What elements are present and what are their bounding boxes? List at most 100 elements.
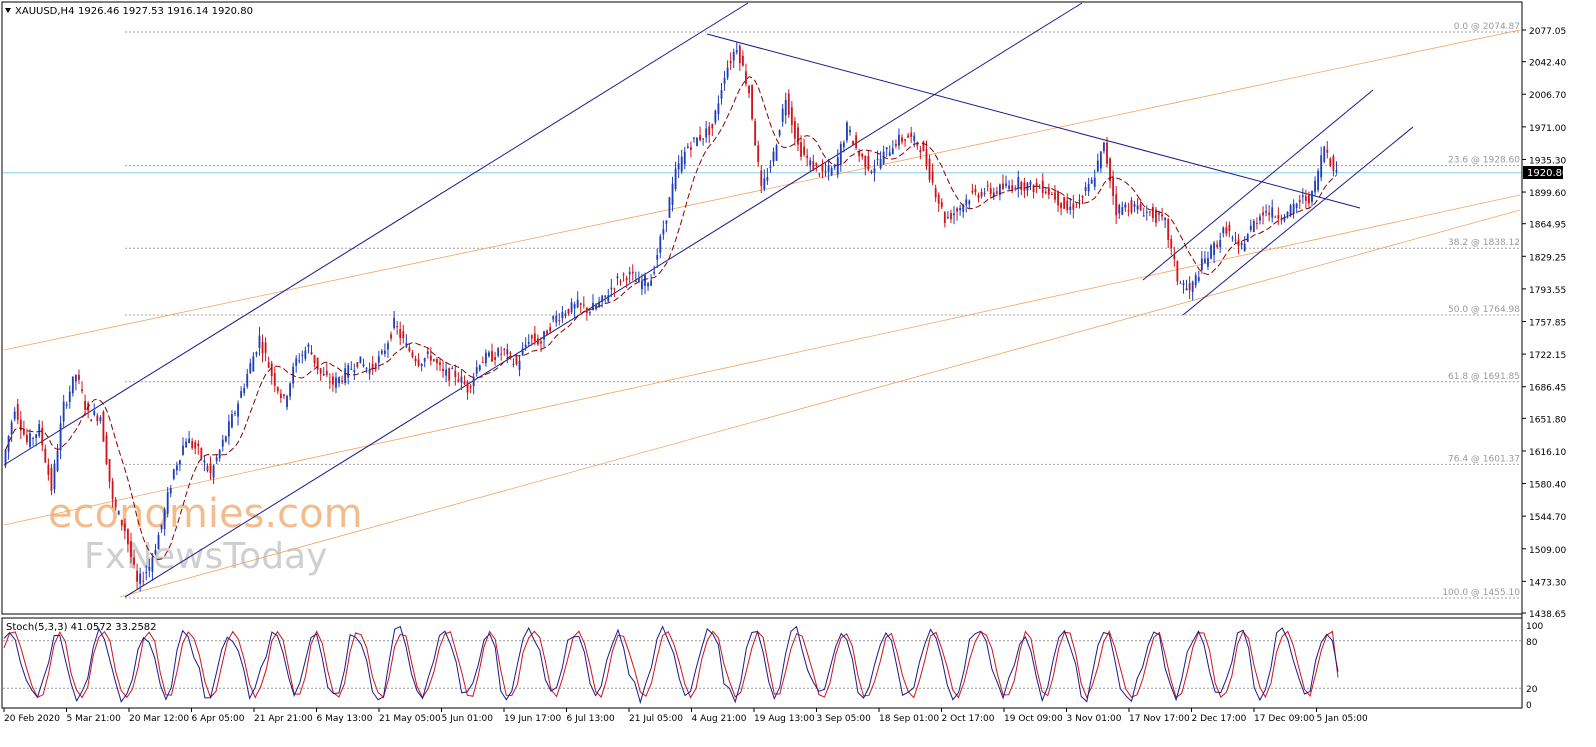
candle-body: [494, 357, 496, 360]
candle-body: [7, 435, 10, 452]
candle-body: [78, 374, 80, 380]
candle-body: [530, 335, 533, 339]
candle-body: [108, 459, 111, 482]
candle-body: [1072, 203, 1075, 210]
candle-body: [601, 295, 604, 302]
candle-body: [1115, 194, 1118, 216]
candle-body: [1023, 182, 1026, 191]
candle-body: [849, 129, 851, 133]
candle-body: [748, 85, 750, 94]
candle-body: [475, 367, 478, 374]
candle-body: [255, 352, 258, 355]
candle-body: [821, 164, 824, 172]
candle-body: [286, 396, 288, 408]
candle-body: [1020, 182, 1023, 190]
candle-body: [589, 312, 591, 314]
candle-body: [96, 415, 99, 422]
candle-body: [500, 353, 503, 355]
candle-body: [647, 283, 649, 287]
candle-body: [344, 368, 347, 383]
candle-body: [1271, 207, 1274, 218]
candle-body: [179, 460, 181, 465]
candle-body: [919, 149, 922, 153]
candle-body: [466, 381, 469, 393]
candle-body: [1014, 188, 1017, 190]
candle-body: [546, 330, 549, 336]
candle-body: [598, 301, 601, 307]
price-axis: 2077.05 2042.40 2006.70 1971.00 1935.30 1899.…: [1522, 27, 1566, 620]
candle-body: [310, 352, 313, 355]
stoch-tick-label: 20: [1526, 685, 1538, 695]
candle-body: [1038, 187, 1041, 189]
candle-body: [766, 176, 769, 181]
candle-body: [1320, 155, 1323, 178]
candle-body: [1133, 204, 1136, 207]
candle-body: [151, 557, 154, 572]
candle-body: [533, 333, 536, 342]
candle-body: [552, 316, 555, 320]
candle-body: [1081, 196, 1084, 198]
candle-body: [668, 197, 671, 218]
candle-body: [111, 481, 114, 500]
candle-body: [998, 184, 1001, 196]
channel-line: [124, 2, 1083, 598]
candle-body: [1148, 211, 1151, 213]
time-tick-label: 5 Jun 01:00: [442, 714, 494, 724]
candle-body: [442, 368, 444, 372]
stoch-main-line: [3, 625, 1339, 705]
candle-body: [19, 419, 22, 431]
candle-body: [1207, 257, 1209, 267]
candle-body: [182, 445, 184, 455]
candle-body: [62, 401, 65, 422]
candle-body: [246, 374, 249, 387]
candle-body: [234, 412, 236, 414]
candle-body: [227, 421, 230, 437]
fan-lines: [3, 29, 1521, 598]
candle-body: [420, 363, 423, 367]
candle-body: [867, 156, 870, 170]
candle-body: [356, 362, 359, 367]
time-tick-label: 21 Apr 21:00: [254, 714, 313, 724]
candle-body: [316, 357, 319, 370]
candle-body: [436, 358, 438, 364]
candle-body: [937, 194, 940, 204]
dropdown-triangle-icon[interactable]: [5, 8, 11, 13]
candle-body: [276, 387, 279, 392]
candle-body: [751, 85, 753, 120]
candle-body: [1304, 196, 1307, 201]
candle-body: [328, 381, 331, 383]
price-tick-label: 2077.05: [1529, 27, 1566, 37]
candle-body: [818, 173, 821, 175]
candle-body: [1069, 206, 1072, 211]
candle-body: [879, 158, 882, 169]
stoch-tick-label: 100: [1526, 622, 1543, 632]
candle-body: [622, 273, 625, 275]
candle-body: [194, 442, 197, 449]
candle-body: [1259, 216, 1261, 221]
candle-body: [1210, 245, 1212, 259]
candle-body: [543, 331, 545, 340]
candle-body: [1197, 277, 1200, 281]
candle-body: [1252, 220, 1255, 232]
candle-body: [956, 208, 958, 212]
candle-body: [1289, 205, 1292, 215]
candle-body: [570, 302, 573, 313]
candle-body: [341, 380, 344, 382]
candle-body: [283, 394, 285, 397]
candle-body: [38, 424, 41, 436]
candle-body: [295, 358, 298, 366]
channel-lines: [3, 2, 1414, 598]
price-tick-label: 2006.70: [1529, 91, 1566, 101]
candle-body: [1047, 187, 1050, 195]
candle-body: [1124, 204, 1127, 208]
candle-body: [221, 439, 224, 447]
candle-body: [870, 171, 873, 173]
candle-body: [974, 188, 977, 193]
candle-body: [778, 130, 781, 136]
candle-body: [815, 162, 818, 166]
candle-body: [136, 570, 139, 582]
candle-body: [32, 438, 34, 440]
candle-body: [1283, 218, 1286, 221]
